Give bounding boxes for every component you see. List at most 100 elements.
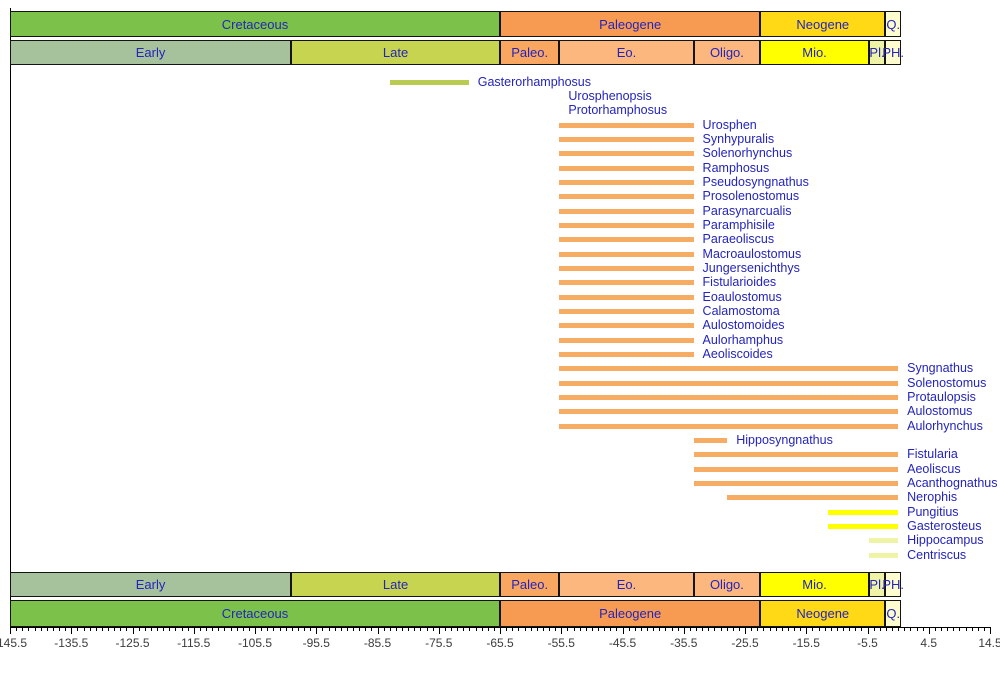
axis-major-tick [500,628,501,634]
axis-tick-label: -135.5 [54,636,89,650]
axis-minor-tick [77,628,79,631]
axis-major-tick [10,628,11,634]
axis-major-tick [806,628,808,634]
axis-minor-tick [365,628,367,631]
axis-minor-tick [463,628,465,631]
axis-minor-tick [714,628,716,631]
axis-minor-tick [506,628,508,631]
epoch-band-early: Early [10,40,292,65]
axis-minor-tick [640,628,642,631]
axis-minor-tick [108,628,109,631]
plot-left-frame-line [10,8,11,628]
taxon-label-solenostomus: Solenostomus [907,375,987,390]
period-band-cretaceous: Cretaceous [10,600,500,627]
taxon-range-bar-acanthognathus [693,481,899,487]
axis-minor-tick [346,628,348,631]
axis-minor-tick [402,628,403,631]
axis-tick-label: -55.5 [547,636,575,650]
axis-tick-label: -5.5 [857,636,878,650]
axis-tick-label: -45.5 [608,636,637,650]
axis-minor-tick [726,628,728,631]
axis-minor-tick [322,628,324,631]
axis-minor-tick [665,628,667,631]
taxon-range-bar-fistularioides [559,280,694,286]
axis-minor-tick [157,628,158,631]
axis-minor-tick [530,628,532,631]
taxon-range-bar-aeoliscus [693,466,899,472]
axis-minor-tick [420,628,422,631]
axis-minor-tick [941,628,942,631]
axis-minor-tick [836,628,838,631]
axis-minor-tick [181,628,183,631]
period-band-label: Q. [886,16,901,32]
axis-minor-tick [279,628,281,631]
taxon-range-bar-urosphen [559,122,694,128]
axis-minor-tick [647,628,648,631]
epoch-band-label: Early [135,45,166,60]
axis-minor-tick [983,628,985,631]
epoch-band-label: Mio. [802,577,827,592]
taxon-range-bar-solenorhynchus [559,151,694,157]
taxon-label-centriscus: Centriscus [907,547,967,562]
period-band-paleogene: Paleogene [500,600,761,627]
epoch-band-late: Late [291,572,500,597]
period-band-q: Q. [885,11,902,37]
taxon-label-aeoliscoides: Aeoliscoides [702,346,773,361]
axis-minor-tick [855,628,857,631]
axis-minor-tick [573,628,575,631]
taxon-label-acanthognathus: Acanthognathus [907,476,998,491]
axis-major-tick [867,628,869,634]
axis-major-tick [316,628,318,634]
taxon-label-jungersenichthys: Jungersenichthys [702,260,800,275]
axis-minor-tick [65,628,67,631]
taxon-label-prosolenostomus: Prosolenostomus [702,189,800,204]
axis-minor-tick [659,628,661,631]
taxon-range-bar-paraeoliscus [559,237,694,243]
axis-minor-tick [800,628,802,631]
axis-tick-label: -85.5 [363,636,392,650]
axis-minor-tick [493,628,495,631]
axis-minor-tick [101,628,103,631]
axis-minor-tick [934,628,936,631]
taxon-range-bar-synhypuralis [559,136,694,142]
taxon-label-macroaulostomus: Macroaulostomus [702,246,802,261]
axis-minor-tick [328,628,330,631]
axis-minor-tick [653,628,655,631]
axis-minor-tick [451,628,452,631]
taxon-range-bar-macroaulostomus [559,251,694,257]
axis-minor-tick [475,628,477,631]
taxon-range-bar-hippocampus [868,538,899,544]
taxon-range-bar-aulostomoides [559,323,694,329]
axis-minor-tick [585,628,587,631]
axis-minor-tick [297,628,299,631]
period-band-label: Neogene [796,606,850,621]
taxon-range-bar-parasynarcualis [559,208,694,214]
axis-minor-tick [40,628,42,631]
axis-minor-tick [224,628,226,631]
axis-minor-tick [861,628,863,631]
axis-minor-tick [959,628,961,631]
axis-minor-tick [89,628,91,631]
axis-minor-tick [720,628,722,631]
period-band-neogene: Neogene [760,11,886,37]
axis-minor-tick [579,628,581,631]
axis-minor-tick [114,628,116,631]
axis-minor-tick [671,628,673,631]
axis-minor-tick [267,628,269,631]
axis-minor-tick [910,628,912,631]
axis-minor-tick [849,628,851,631]
epoch-band-early: Early [10,572,292,597]
epoch-band-label: Eo. [616,577,637,592]
axis-minor-tick [702,628,704,631]
top-epoch-row: Early Late Paleo. Eo. Oligo. Mio. Pl. PH. [0,40,1000,65]
bottom-epoch-row: Early Late Paleo. Eo. Oligo. Mio. Pl. PH. [0,572,1000,597]
epoch-band-paleo: Paleo. [500,572,560,597]
axis-minor-tick [95,628,97,631]
epoch-band-paleo: Paleo. [500,40,560,65]
epoch-band-oligo: Oligo. [693,40,761,65]
axis-tick-label: -25.5 [731,636,759,650]
epoch-band-label: Paleo. [511,45,549,60]
axis-major-tick [990,628,991,634]
axis-minor-tick [150,628,152,631]
